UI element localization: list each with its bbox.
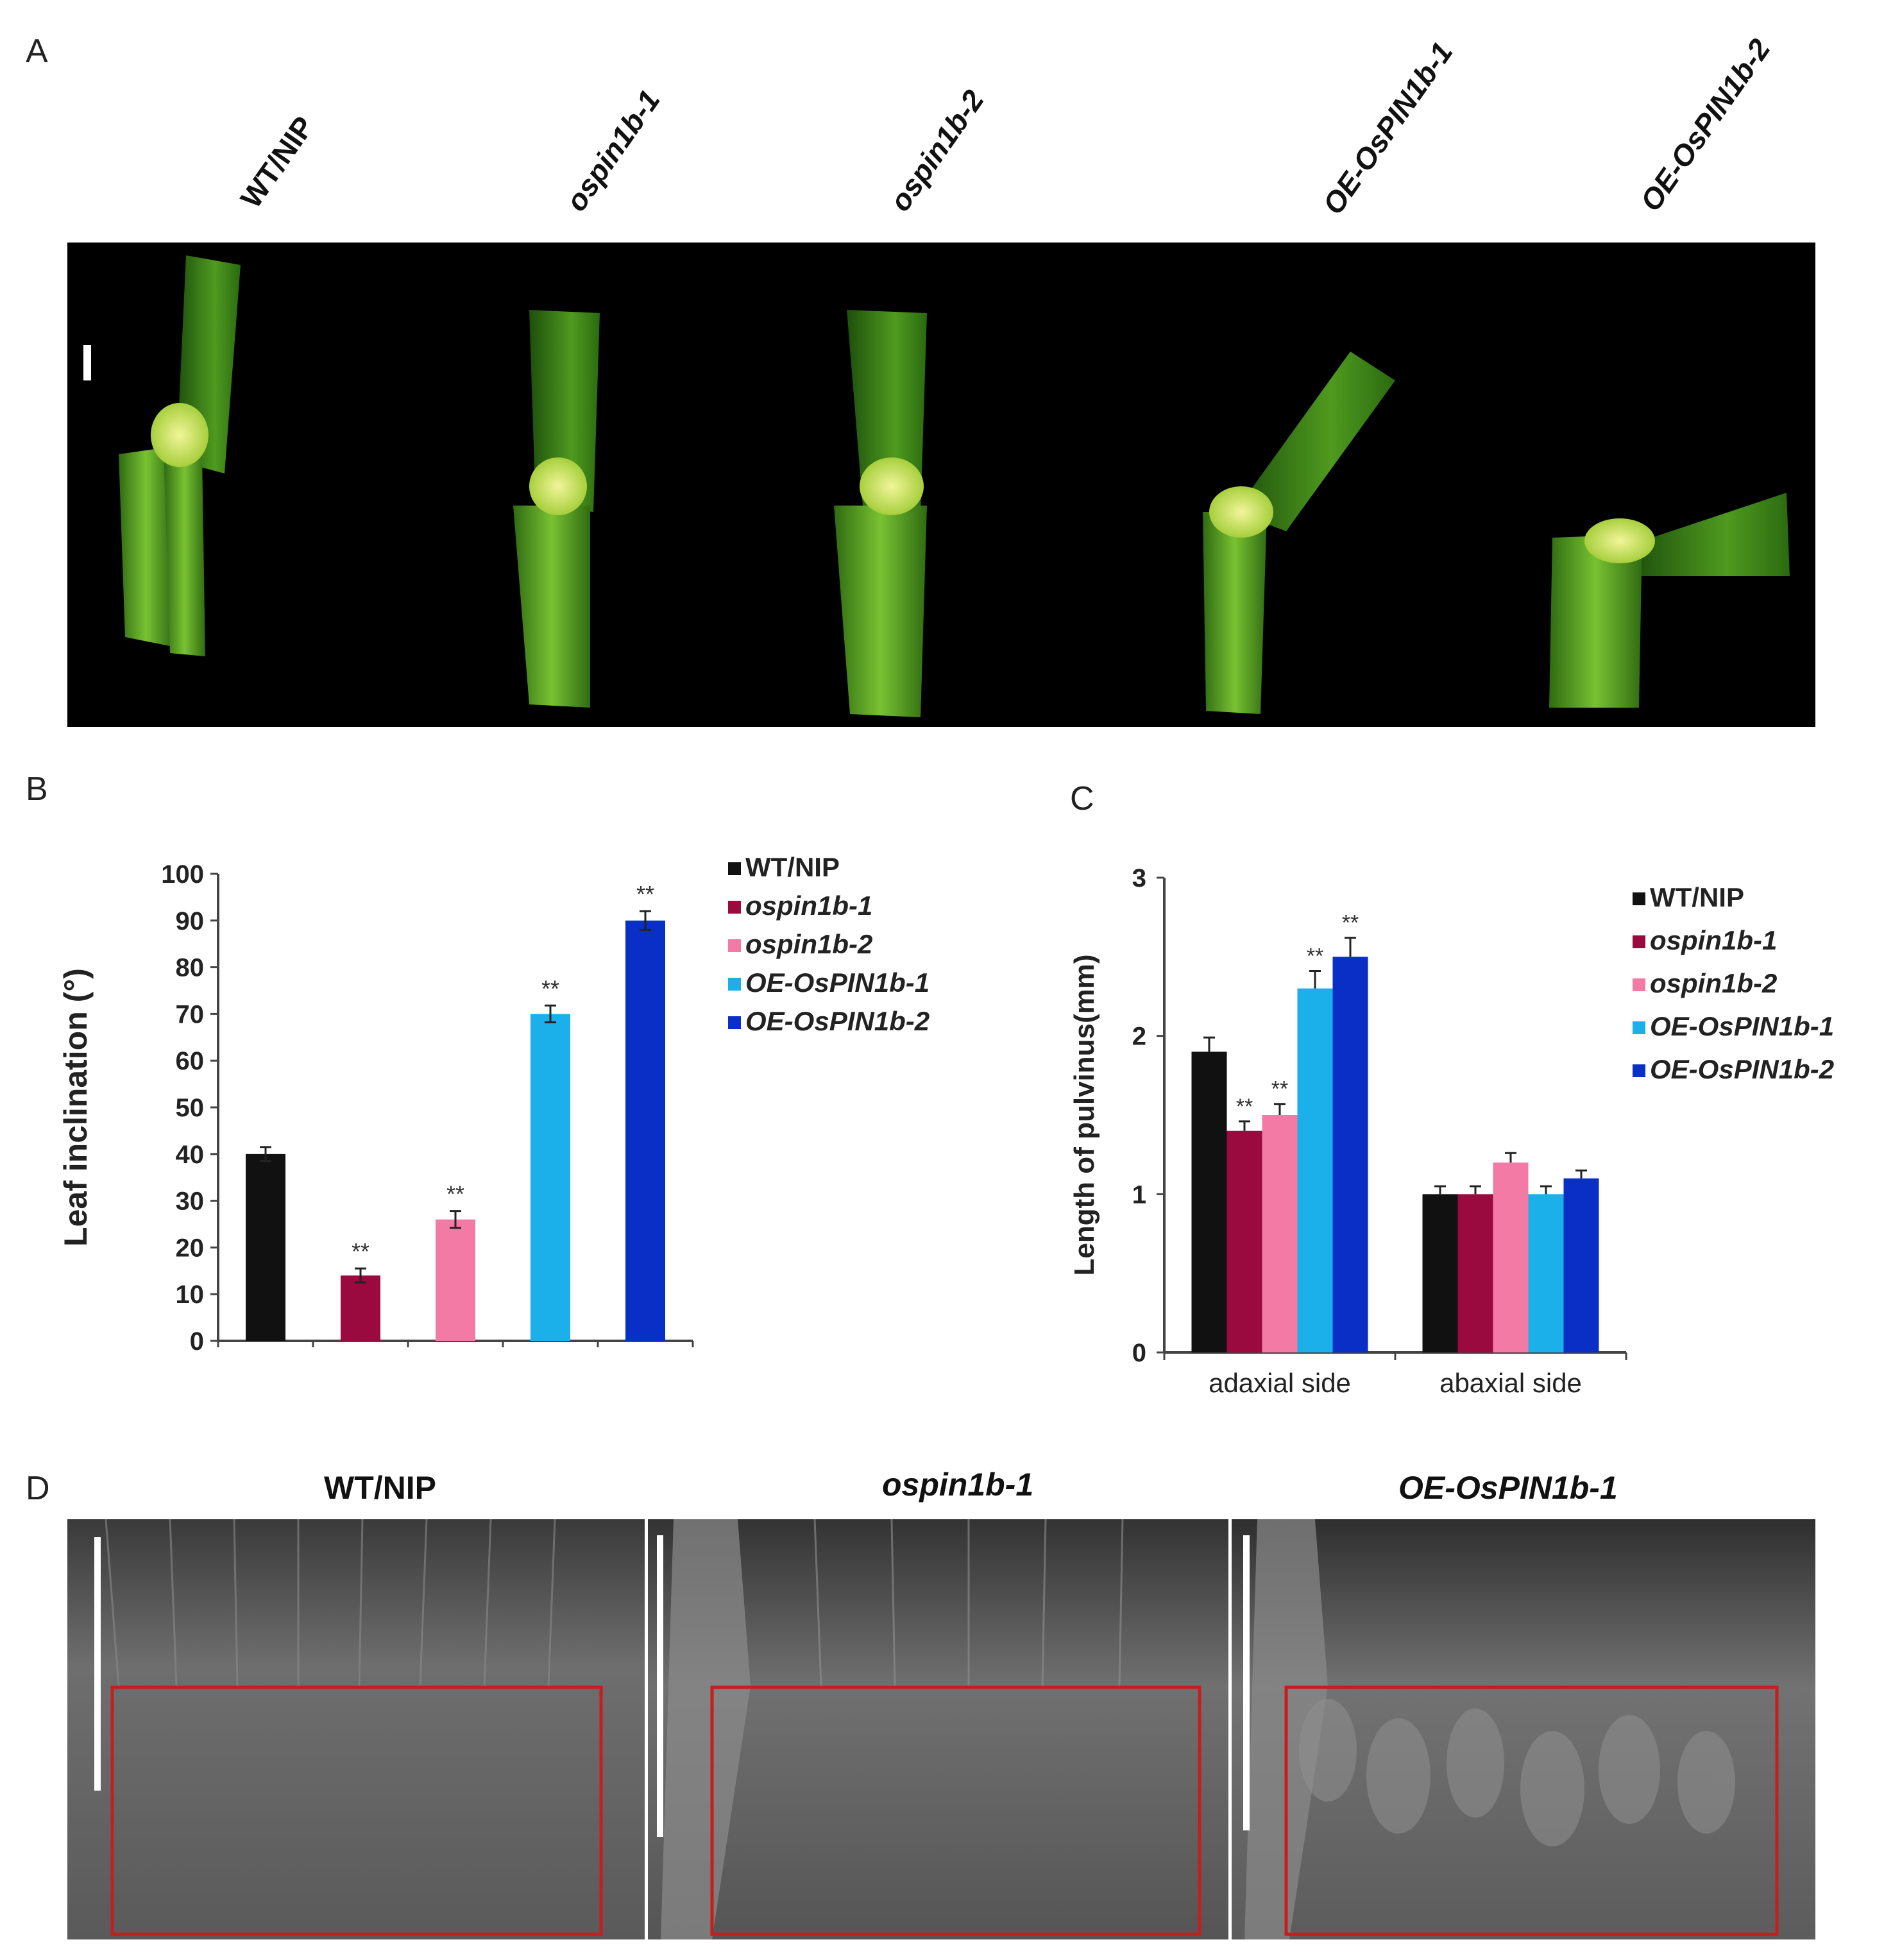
significance-ospin1b-1-adaxial-side: ** <box>1236 1095 1253 1119</box>
y-tick-label-6: 60 <box>176 1047 205 1075</box>
y-tick-label-1: 1 <box>1132 1180 1146 1209</box>
scale-bar-d-ospin1b-1 <box>657 1535 663 1837</box>
legend-label-wt-nip: WT/NIP <box>1650 882 1744 912</box>
significance-ospin1b-1: ** <box>352 1238 369 1265</box>
x-tick-label-abaxial-side: abaxial side <box>1439 1368 1582 1398</box>
leaf-lamina-joint-photo <box>67 243 1815 727</box>
bar-wt-nip-abaxial-side <box>1422 1194 1458 1352</box>
scale-bar-a <box>83 345 91 380</box>
y-tick-label-3: 30 <box>176 1188 205 1216</box>
genotype-label-ospin1b-1: ospin1b-1 <box>559 83 666 217</box>
significance-ospin1b-2-adaxial-side: ** <box>1271 1077 1288 1102</box>
legend-swatch-oe-ospin1b-1 <box>728 978 741 991</box>
bar-oe-ospin1b-2-adaxial-side <box>1332 957 1368 1352</box>
legend-label-ospin1b-1: ospin1b-1 <box>745 891 872 921</box>
y-tick-label-10: 100 <box>161 860 204 889</box>
genotype-label-wt: WT/NIP <box>233 110 321 214</box>
bar-oe-ospin1b-1-adaxial-side <box>1297 988 1333 1352</box>
legend-label-ospin1b-2: ospin1b-2 <box>745 929 872 959</box>
legend-label-ospin1b-1: ospin1b-1 <box>1650 925 1777 955</box>
bar-wt-nip <box>246 1154 285 1341</box>
sem-title-oe-ospin1b-1: OE-OsPIN1b-1 <box>1398 1470 1618 1506</box>
genotype-label-ospin1b-2: ospin1b-2 <box>883 83 990 217</box>
sem-image-ospin1b-1 <box>648 1519 1228 1939</box>
legend-swatch-wt-nip <box>728 862 741 875</box>
bar-ospin1b-1 <box>341 1275 380 1341</box>
bar-oe-ospin1b-2-abaxial-side <box>1563 1178 1599 1352</box>
significance-oe-ospin1b-1-adaxial-side: ** <box>1307 944 1323 969</box>
panel-a-letter: A <box>26 33 48 70</box>
roi-box-oe-ospin1b-1 <box>1284 1685 1779 1936</box>
bar-ospin1b-2-adaxial-side <box>1262 1115 1298 1352</box>
sem-image-oe-ospin1b-1 <box>1232 1519 1815 1939</box>
pulvinus-length-chart: 0 1 2 3 adaxial side ** ** ** ** abaxial side Leng… <box>1052 834 1880 1411</box>
legend-swatch-oe-ospin1b-2 <box>728 1016 741 1029</box>
legend-swatch-ospin1b-2 <box>728 939 741 952</box>
genotype-label-oe-ospin1b-1: OE-OsPIN1b-1 <box>1316 36 1459 221</box>
panel-b-letter: B <box>26 771 48 808</box>
bar-wt-nip-adaxial-side <box>1191 1052 1227 1352</box>
genotype-label-oe-ospin1b-2: OE-OsPIN1b-2 <box>1633 33 1777 217</box>
legend-swatch-ospin1b-1 <box>728 901 741 914</box>
y-tick-label-4: 40 <box>176 1141 205 1169</box>
legend-label-oe-ospin1b-2: OE-OsPIN1b-2 <box>1650 1054 1834 1084</box>
y-tick-label-5: 50 <box>176 1094 205 1122</box>
bar-ospin1b-2-abaxial-side <box>1493 1163 1529 1352</box>
bar-ospin1b-1-adaxial-side <box>1227 1130 1262 1352</box>
significance-oe-ospin1b-2: ** <box>636 881 654 907</box>
legend-label-oe-ospin1b-1: OE-OsPIN1b-1 <box>1650 1011 1834 1041</box>
sem-title-wt: WT/NIP <box>324 1470 436 1506</box>
y-tick-label-2: 20 <box>176 1234 205 1262</box>
legend-swatch-wt-nip <box>1633 892 1645 905</box>
leaf-inclination-chart: 0 10 20 30 40 50 60 70 80 90 100 ** ** ** ** Leaf incli… <box>58 834 988 1386</box>
y-tick-label-0: 0 <box>1132 1339 1146 1367</box>
legend-label-wt-nip: WT/NIP <box>745 852 840 882</box>
y-tick-label-9: 90 <box>176 907 205 935</box>
roi-box-wt <box>110 1685 603 1936</box>
panel-d-letter: D <box>26 1470 50 1507</box>
y-tick-label-8: 80 <box>176 954 205 982</box>
y-tick-label-2: 2 <box>1132 1023 1146 1051</box>
bar-oe-ospin1b-1 <box>531 1014 570 1341</box>
legend-swatch-ospin1b-1 <box>1633 935 1645 948</box>
y-axis-label: Length of pulvinus(mm) <box>1069 954 1100 1275</box>
significance-oe-ospin1b-2-adaxial-side: ** <box>1342 911 1359 935</box>
sem-image-wt <box>67 1519 645 1939</box>
legend-label-oe-ospin1b-1: OE-OsPIN1b-1 <box>745 967 930 998</box>
y-tick-label-7: 70 <box>176 1000 205 1028</box>
legend-swatch-oe-ospin1b-1 <box>1633 1021 1645 1034</box>
y-tick-label-0: 0 <box>190 1327 204 1356</box>
leaf-ospin1b-2 <box>834 310 927 717</box>
bar-ospin1b-2 <box>436 1219 475 1341</box>
leaf-wt <box>119 255 241 656</box>
panel-c-letter: C <box>1070 780 1094 817</box>
bar-oe-ospin1b-1-abaxial-side <box>1528 1194 1564 1352</box>
leaf-oe-ospin1b-1 <box>1203 352 1395 714</box>
legend-label-ospin1b-2: ospin1b-2 <box>1650 968 1777 998</box>
sem-title-ospin1b-1: ospin1b-1 <box>882 1467 1034 1503</box>
y-axis-label: Leaf inclination (°) <box>58 968 94 1247</box>
legend-swatch-oe-ospin1b-2 <box>1633 1064 1645 1077</box>
legend-swatch-ospin1b-2 <box>1633 978 1645 991</box>
y-tick-label-1: 10 <box>176 1281 205 1309</box>
bar-oe-ospin1b-2 <box>625 920 665 1341</box>
legend-label-oe-ospin1b-2: OE-OsPIN1b-2 <box>745 1006 930 1036</box>
leaf-ospin1b-1 <box>513 310 600 708</box>
significance-oe-ospin1b-1: ** <box>541 975 559 1001</box>
significance-ospin1b-2: ** <box>446 1181 464 1207</box>
scale-bar-d-wt <box>94 1537 101 1791</box>
scale-bar-d-oe-ospin1b-1 <box>1243 1535 1250 1830</box>
leaf-oe-ospin1b-2 <box>1549 493 1790 708</box>
bar-ospin1b-1-abaxial-side <box>1457 1194 1493 1352</box>
roi-box-ospin1b-1 <box>710 1685 1201 1936</box>
x-tick-label-adaxial-side: adaxial side <box>1209 1368 1351 1398</box>
y-tick-label-3: 3 <box>1132 864 1146 892</box>
